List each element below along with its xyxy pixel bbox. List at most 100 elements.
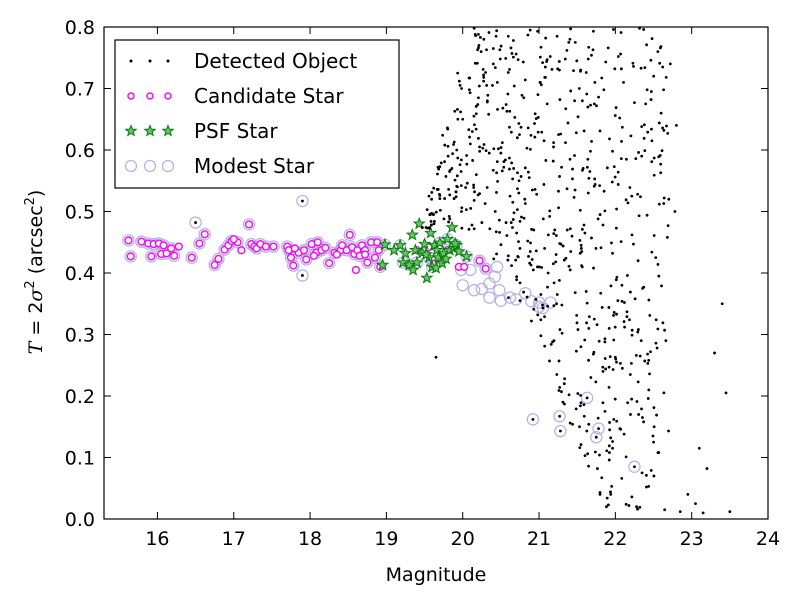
detected-object-point [551, 159, 555, 163]
detected-object-point [561, 244, 565, 248]
detected-object-point [301, 274, 304, 277]
detected-object-point [526, 170, 530, 174]
candidate-star-point [332, 250, 341, 259]
detected-object-point [576, 392, 580, 395]
detected-object-point [487, 151, 491, 155]
detected-object-point [474, 104, 478, 108]
y-tick-label: 0.2 [65, 386, 95, 408]
detected-object-point [455, 148, 459, 152]
detected-object-point [650, 127, 653, 131]
detected-object-point [600, 76, 604, 80]
detected-object-point [546, 304, 550, 308]
detected-object-point [517, 122, 521, 125]
detected-object-point [458, 163, 462, 167]
detected-object-point [640, 407, 643, 411]
detected-object-point [609, 436, 613, 440]
detected-object-point [533, 187, 537, 191]
y-tick-label: 0.1 [65, 448, 95, 470]
detected-object-point [661, 65, 665, 69]
detected-object-point [585, 321, 588, 325]
detected-object-point [590, 236, 593, 240]
detected-object-point [615, 312, 618, 316]
detected-object-point [641, 416, 644, 419]
legend-marker-detected-object [148, 59, 152, 63]
detected-object-point [509, 130, 513, 134]
psf-star-point [387, 243, 401, 256]
detected-object-point [467, 227, 471, 231]
detected-object-point [636, 192, 640, 196]
detected-object-point [542, 139, 546, 143]
detected-object-point [678, 510, 682, 514]
detected-object-point [459, 110, 462, 114]
detected-object-point [534, 298, 538, 301]
psf-star-point [429, 261, 443, 274]
detected-object-point [705, 467, 709, 470]
detected-object-point [497, 147, 500, 151]
psf-star-point [448, 236, 462, 250]
detected-object-point [648, 372, 651, 376]
detected-object-point [586, 57, 590, 61]
detected-object-point [456, 108, 459, 111]
detected-object-point [607, 385, 611, 389]
candidate-star-point [351, 265, 360, 275]
detected-object-point [539, 45, 543, 49]
detected-object-point [497, 218, 501, 222]
detected-object-point [530, 319, 533, 323]
detected-object-point [591, 48, 595, 52]
detected-object-point [626, 401, 630, 405]
detected-object-point [478, 145, 481, 149]
detected-object-point [467, 128, 471, 132]
modest-star-point [374, 260, 387, 274]
detected-object-point [495, 160, 499, 164]
detected-object-point [430, 211, 433, 215]
detected-object-point [610, 241, 613, 245]
detected-object-point [516, 254, 520, 258]
detected-object-point [622, 80, 625, 84]
detected-object-point [473, 61, 477, 65]
detected-object-point [648, 314, 652, 317]
detected-object-point [658, 154, 662, 157]
detected-object-point [452, 140, 456, 144]
detected-object-point [645, 485, 648, 489]
detected-object-point [482, 143, 486, 146]
detected-object-point [652, 234, 656, 237]
detected-object-point [625, 157, 628, 161]
detected-object-point [580, 264, 584, 268]
detected-object-point [633, 465, 636, 469]
detected-object-point [650, 139, 654, 143]
detected-object-point [629, 413, 632, 416]
detected-object-point [555, 302, 558, 306]
legend-label-candidate-star: Candidate Star [194, 84, 344, 108]
detected-object-point [545, 102, 549, 106]
detected-object-point [552, 281, 556, 285]
detected-object-point [635, 505, 638, 509]
detected-object-point [555, 373, 559, 376]
detected-object-point [511, 177, 515, 181]
x-tick-label: 21 [527, 528, 551, 550]
detected-object-point [662, 391, 666, 395]
detected-object-point [496, 108, 499, 111]
detected-object-point [544, 159, 548, 162]
detected-object-point [587, 422, 591, 426]
modest-star-point [554, 424, 567, 438]
detected-object-point [557, 189, 560, 193]
y-axis-label-exp1: 2 [23, 280, 38, 288]
detected-object-point [598, 491, 602, 494]
detected-object-point [511, 39, 515, 42]
legend-box [114, 39, 400, 189]
candidate-star-point [373, 238, 382, 247]
detected-object-point [437, 167, 441, 171]
legend-marker-modest-star [143, 159, 157, 173]
detected-object-point [504, 158, 507, 162]
detected-object-point [608, 451, 611, 454]
detected-object-point [612, 314, 615, 317]
detected-object-point [579, 404, 582, 408]
detected-object-point [539, 318, 543, 322]
detected-object-point [555, 34, 559, 38]
detected-object-point [613, 67, 617, 71]
detected-object-point [515, 136, 519, 140]
detected-object-point [460, 226, 464, 230]
detected-object-point [549, 342, 553, 346]
modest-star-point [483, 291, 496, 304]
candidate-star-point [370, 253, 380, 262]
